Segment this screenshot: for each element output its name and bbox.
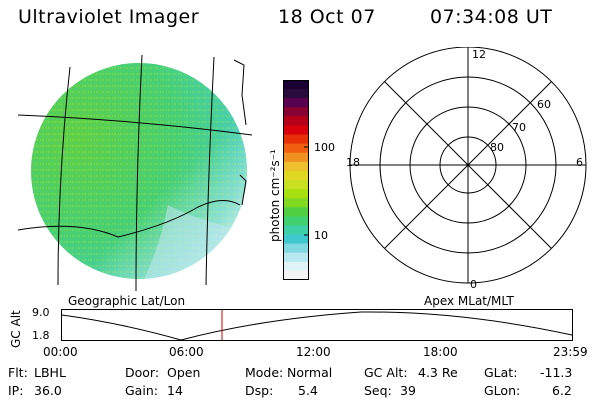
colorbar-band [283, 107, 309, 117]
app-title: Ultraviolet Imager [18, 6, 200, 28]
uv-disc [31, 63, 247, 279]
gcalt-label: GC Alt: [364, 365, 408, 380]
colorbar-band [283, 89, 309, 99]
mlat-label-70: 70 [512, 121, 526, 134]
gain-value: 14 [167, 383, 183, 398]
color-scale-bar [283, 80, 309, 280]
mlat-label-60: 60 [537, 98, 551, 111]
colorbar-tick-10: 10 [314, 229, 328, 242]
timeline-xtick-0600: 06:00 [169, 345, 204, 359]
dsp-label: Dsp: [245, 383, 274, 398]
timeline-xtick-2359: 23:59 [553, 345, 588, 359]
timeline-ytick-top: 9.0 [32, 306, 50, 319]
date-label: 18 Oct 07 [278, 6, 376, 28]
ip-value: 36.0 [34, 383, 62, 398]
flt-value: LBHL [34, 365, 66, 380]
altitude-curve [61, 311, 573, 341]
apex-label: Apex MLat/MLT [424, 294, 514, 308]
mlt-label-0: 0 [470, 278, 477, 291]
colorbar-band [283, 116, 309, 126]
glon-value: 6.2 [552, 383, 572, 398]
timeline-ytick-bottom: 1.8 [32, 329, 50, 342]
colorbar-band [283, 143, 309, 154]
colorbar-band [283, 207, 309, 217]
colorbar-tick-100: 100 [314, 141, 335, 154]
door-label: Door: [125, 365, 160, 380]
colorbar-band [283, 234, 309, 245]
mlat-label-80: 80 [490, 141, 504, 154]
gain-label: Gain: [125, 383, 158, 398]
timeline-y-label: GC Alt [9, 310, 23, 348]
colorbar-band [283, 152, 309, 163]
seq-label: Seq: [364, 383, 392, 398]
colorbar-band [283, 252, 309, 263]
colorbar-band [283, 161, 309, 172]
colorbar-band [283, 134, 309, 145]
mode-value: Normal [287, 365, 333, 380]
time-label: 07:34:08 UT [430, 6, 553, 28]
flt-label: Flt: [8, 365, 28, 380]
glat-value: -11.3 [540, 365, 573, 380]
colorbar-band [283, 98, 309, 108]
mlt-label-12: 12 [472, 48, 486, 61]
colorbar-band [283, 198, 309, 208]
colorbar-band [283, 225, 309, 236]
mlt-label-18: 18 [346, 156, 360, 169]
colorbar-band [283, 216, 309, 226]
colorbar-band [283, 80, 309, 90]
gcalt-value: 4.3 Re [418, 365, 458, 380]
orbit-altitude-plot [61, 309, 573, 341]
apex-polar-grid [349, 47, 587, 284]
colorbar-band [283, 243, 309, 254]
door-value: Open [167, 365, 201, 380]
colorbar-band [283, 125, 309, 136]
colorbar-band [283, 180, 309, 190]
timeline-xtick-1200: 12:00 [296, 345, 331, 359]
mlt-label-6: 6 [576, 156, 583, 169]
glat-label: GLat: [484, 365, 518, 380]
colorbar-band [283, 261, 309, 272]
timeline-xtick-0000: 00:00 [43, 345, 78, 359]
glon-label: GLon: [484, 383, 521, 398]
colorbar-band [283, 170, 309, 181]
geo-grid-lines [18, 55, 252, 291]
colorbar-band [283, 270, 309, 280]
mode-label: Mode: [245, 365, 284, 380]
seq-value: 39 [400, 383, 416, 398]
map-label: Geographic Lat/Lon [68, 294, 186, 308]
timeline-xtick-1800: 18:00 [423, 345, 458, 359]
dsp-value: 5.4 [298, 383, 318, 398]
uv-image-map [18, 55, 252, 291]
ip-label: IP: [8, 383, 24, 398]
colorbar-band [283, 189, 309, 199]
colorbar-unit-label: photon cm⁻²s⁻¹ [268, 149, 282, 242]
